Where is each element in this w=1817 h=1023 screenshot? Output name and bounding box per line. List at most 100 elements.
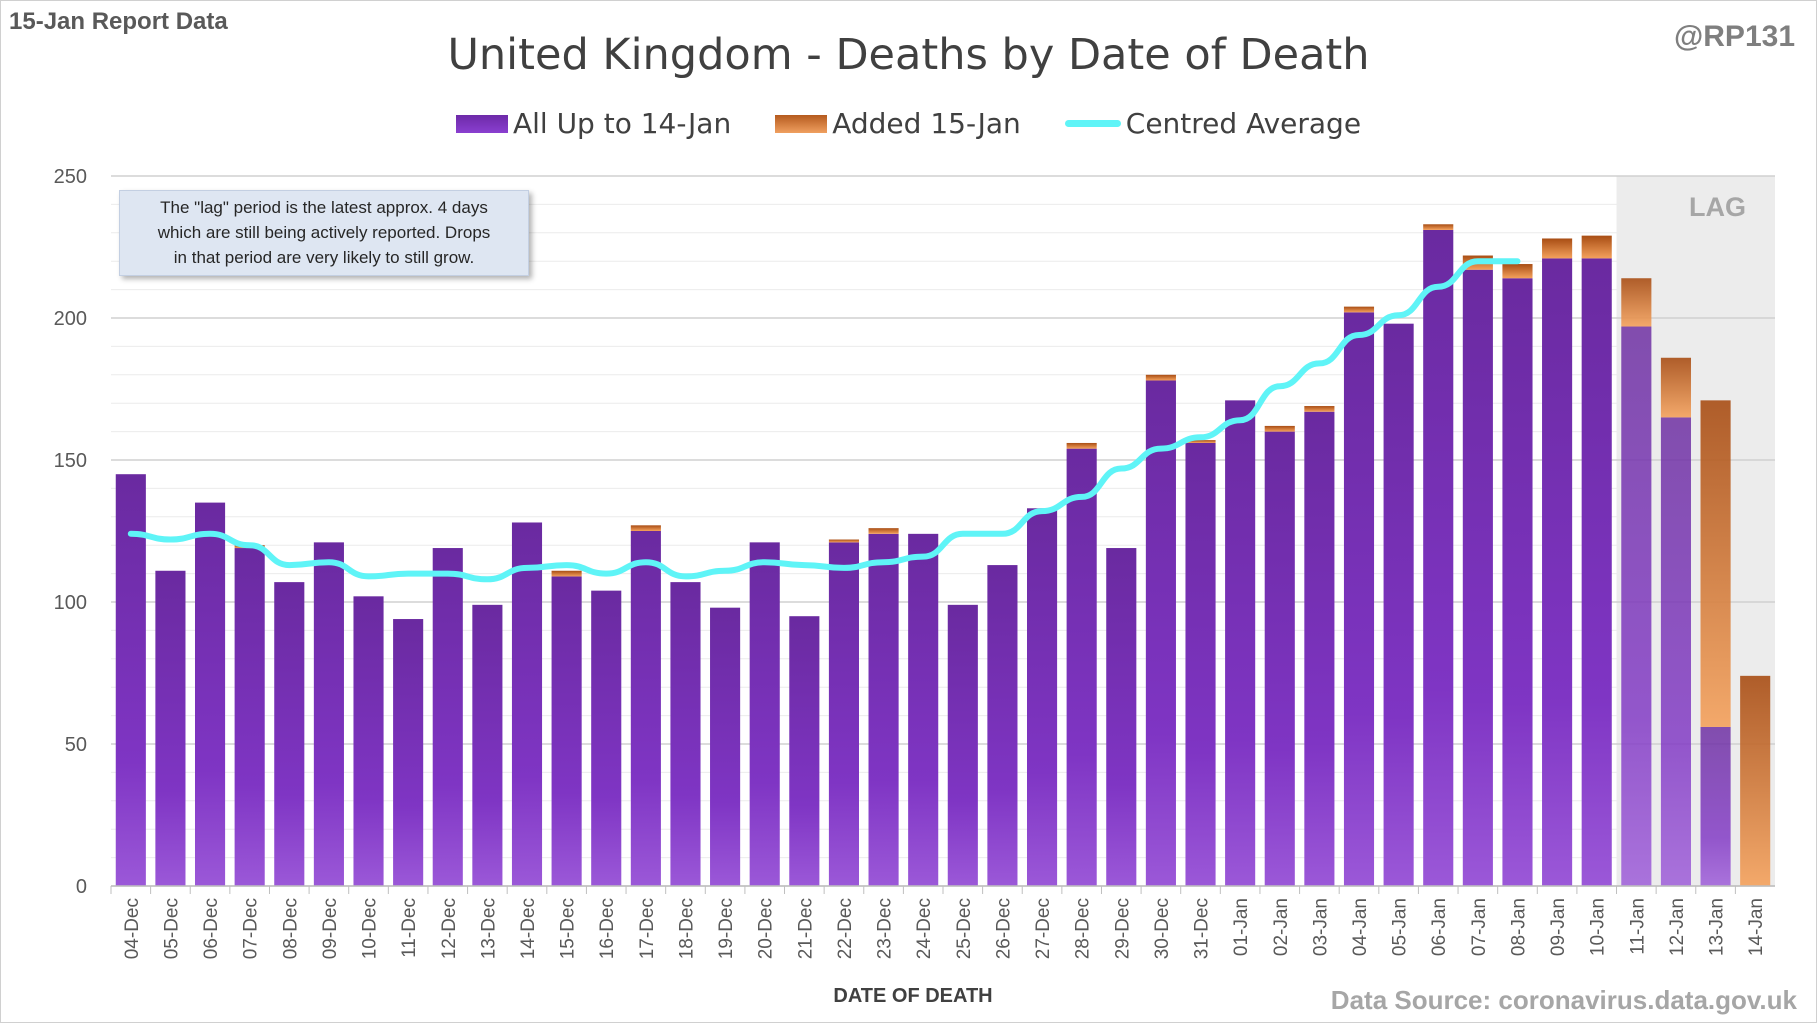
- bar-added-15-jan: [1621, 278, 1652, 327]
- legend-label: All Up to 14-Jan: [512, 107, 732, 140]
- data-source: Data Source: coronavirus.data.gov.uk: [1330, 985, 1797, 1015]
- bar-all-up-to-14-jan: [987, 565, 1018, 886]
- bar-all-up-to-14-jan: [1066, 448, 1097, 886]
- bar-all-up-to-14-jan: [1185, 442, 1216, 886]
- bar-all-up-to-14-jan: [274, 582, 305, 886]
- bar-added-15-jan: [630, 525, 661, 531]
- y-tick-label: 150: [54, 450, 87, 472]
- bar-added-15-jan: [828, 539, 860, 543]
- bar-all-up-to-14-jan: [472, 604, 503, 886]
- x-tick-label: 03-Jan: [1310, 898, 1331, 956]
- y-tick-label: 200: [54, 308, 87, 330]
- x-tick-label: 08-Jan: [1508, 898, 1529, 956]
- bar-added-15-jan: [551, 570, 582, 577]
- x-tick-label: 19-Dec: [716, 898, 737, 959]
- bar-added-15-jan: [1066, 442, 1097, 449]
- x-tick-label: 04-Dec: [122, 898, 143, 959]
- x-tick-label: 14-Jan: [1746, 898, 1767, 956]
- bar-all-up-to-14-jan: [234, 548, 265, 886]
- bar-added-15-jan: [1502, 264, 1533, 279]
- bar-all-up-to-14-jan: [1423, 229, 1454, 886]
- bar-all-up-to-14-jan: [1462, 269, 1493, 887]
- bar-added-15-jan: [1700, 400, 1731, 727]
- legend-item-centred-average: Centred Average: [1064, 107, 1361, 140]
- bar-all-up-to-14-jan: [551, 576, 582, 886]
- bar-all-up-to-14-jan: [1581, 258, 1612, 886]
- bar-added-15-jan: [1343, 306, 1375, 313]
- bar-all-up-to-14-jan: [1264, 431, 1295, 886]
- bar-all-up-to-14-jan: [1700, 726, 1731, 886]
- x-tick-label: 02-Jan: [1271, 898, 1292, 956]
- bar-all-up-to-14-jan: [393, 619, 424, 886]
- x-tick-label: 13-Dec: [478, 898, 499, 959]
- legend-label: Added 15-Jan: [832, 107, 1021, 140]
- y-tick-label: 100: [54, 592, 87, 614]
- bar-all-up-to-14-jan: [353, 596, 384, 886]
- x-tick-label: 28-Dec: [1073, 898, 1094, 959]
- chart-legend: All Up to 14-Jan Added 15-Jan Centred Av…: [0, 107, 1817, 140]
- bar-added-15-jan: [1264, 425, 1295, 432]
- bar-all-up-to-14-jan: [1225, 400, 1256, 886]
- chart-title: United Kingdom - Deaths by Date of Death: [447, 30, 1370, 80]
- bar-all-up-to-14-jan: [908, 533, 939, 886]
- x-tick-label: 07-Jan: [1469, 898, 1490, 956]
- bar-all-up-to-14-jan: [591, 590, 622, 886]
- centred-average-line: [127, 258, 1521, 583]
- bar-all-up-to-14-jan: [155, 570, 186, 886]
- x-tick-label: 01-Jan: [1231, 898, 1252, 956]
- bar-all-up-to-14-jan: [313, 542, 344, 886]
- legend-swatch-orange: [775, 114, 828, 133]
- y-tick-label: 50: [65, 734, 87, 756]
- bar-added-15-jan: [1145, 374, 1176, 381]
- x-tick-label: 18-Dec: [676, 898, 697, 959]
- legend-swatch-line: [1064, 120, 1121, 127]
- bar-all-up-to-14-jan: [1621, 326, 1652, 886]
- x-tick-label: 09-Dec: [320, 898, 341, 959]
- x-tick-label: 05-Jan: [1390, 898, 1411, 956]
- x-tick-label: 07-Dec: [241, 898, 262, 959]
- bar-all-up-to-14-jan: [1542, 258, 1573, 886]
- x-tick-label: 11-Jan: [1627, 898, 1648, 955]
- note-line: which are still being actively reported.…: [157, 223, 491, 242]
- author-handle: @RP131: [1674, 20, 1795, 53]
- report-date-label: 15-Jan Report Data: [9, 8, 228, 35]
- bar-all-up-to-14-jan: [1106, 548, 1137, 886]
- bar-all-up-to-14-jan: [194, 502, 226, 886]
- bar-added-15-jan: [1740, 675, 1771, 886]
- bar-all-up-to-14-jan: [710, 607, 741, 886]
- x-tick-label: 06-Dec: [201, 898, 222, 959]
- bar-all-up-to-14-jan: [1343, 312, 1375, 886]
- x-tick-label: 26-Dec: [993, 898, 1014, 959]
- bar-added-15-jan: [1581, 235, 1612, 259]
- x-tick-label: 15-Dec: [558, 898, 579, 959]
- x-tick-label: 10-Dec: [360, 898, 381, 959]
- bar-all-up-to-14-jan: [868, 533, 899, 886]
- x-tick-label: 25-Dec: [954, 898, 975, 959]
- x-tick-label: 12-Jan: [1667, 898, 1688, 956]
- x-tick-label: 17-Dec: [637, 898, 658, 959]
- x-tick-label: 27-Dec: [1033, 898, 1054, 959]
- x-tick-label: 10-Jan: [1588, 898, 1609, 956]
- note-line: The "lag" period is the latest approx. 4…: [160, 198, 488, 217]
- bar-all-up-to-14-jan: [630, 531, 661, 886]
- x-tick-label: 16-Dec: [597, 898, 618, 959]
- lag-note-box: The "lag" period is the latest approx. 4…: [119, 190, 529, 276]
- legend-item-all-up-to: All Up to 14-Jan: [455, 107, 732, 140]
- x-tick-label: 14-Dec: [518, 898, 539, 959]
- bar-added-15-jan: [1423, 224, 1454, 230]
- x-tick-label: 30-Dec: [1152, 898, 1173, 959]
- y-tick-label: 250: [54, 166, 87, 188]
- bar-added-15-jan: [1304, 406, 1335, 412]
- legend-swatch-purple: [455, 114, 508, 133]
- bar-all-up-to-14-jan: [511, 522, 543, 886]
- x-tick-label: 06-Jan: [1429, 898, 1450, 956]
- x-tick-label: 29-Dec: [1112, 898, 1133, 959]
- bar-all-up-to-14-jan: [789, 616, 820, 886]
- bar-all-up-to-14-jan: [1660, 417, 1692, 886]
- x-tick-label: 21-Dec: [795, 898, 816, 959]
- bar-all-up-to-14-jan: [432, 548, 463, 886]
- bar-added-15-jan: [1185, 440, 1216, 443]
- x-tick-label: 04-Jan: [1350, 898, 1371, 956]
- lag-label: LAG: [1689, 192, 1746, 222]
